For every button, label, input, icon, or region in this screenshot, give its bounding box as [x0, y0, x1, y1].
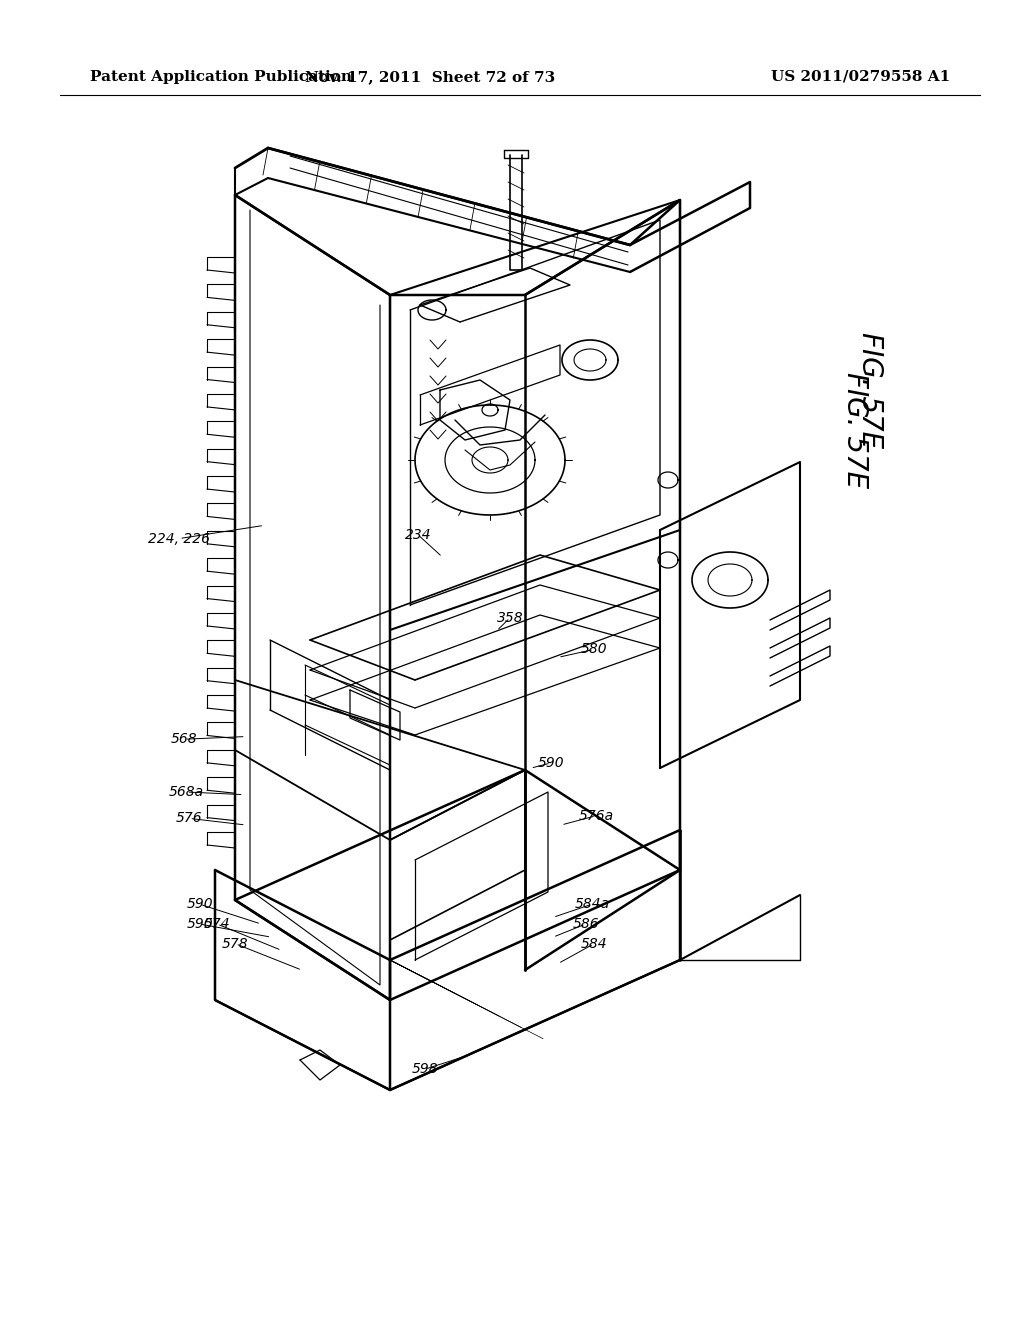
Text: 576: 576 [176, 812, 203, 825]
Text: FIG. 57E: FIG. 57E [841, 372, 869, 488]
Text: 590: 590 [186, 917, 213, 931]
Text: 574: 574 [204, 917, 230, 931]
Text: US 2011/0279558 A1: US 2011/0279558 A1 [771, 70, 950, 84]
Text: 578: 578 [222, 937, 249, 950]
Text: 598: 598 [412, 1063, 438, 1076]
Text: 584: 584 [581, 937, 607, 950]
Text: 358: 358 [497, 611, 523, 624]
Text: 590: 590 [538, 756, 564, 770]
Text: Nov. 17, 2011  Sheet 72 of 73: Nov. 17, 2011 Sheet 72 of 73 [305, 70, 555, 84]
Text: 590: 590 [186, 898, 213, 911]
Text: FIG. 57E: FIG. 57E [856, 331, 884, 447]
Text: 576a: 576a [579, 809, 613, 822]
Text: 584a: 584a [574, 898, 609, 911]
Text: 586: 586 [572, 917, 599, 931]
Text: 568a: 568a [169, 785, 204, 799]
Text: 234: 234 [404, 528, 431, 541]
Text: 568: 568 [171, 733, 198, 746]
Text: 580: 580 [581, 643, 607, 656]
Text: 224, 226: 224, 226 [148, 532, 210, 545]
Text: Patent Application Publication: Patent Application Publication [90, 70, 352, 84]
